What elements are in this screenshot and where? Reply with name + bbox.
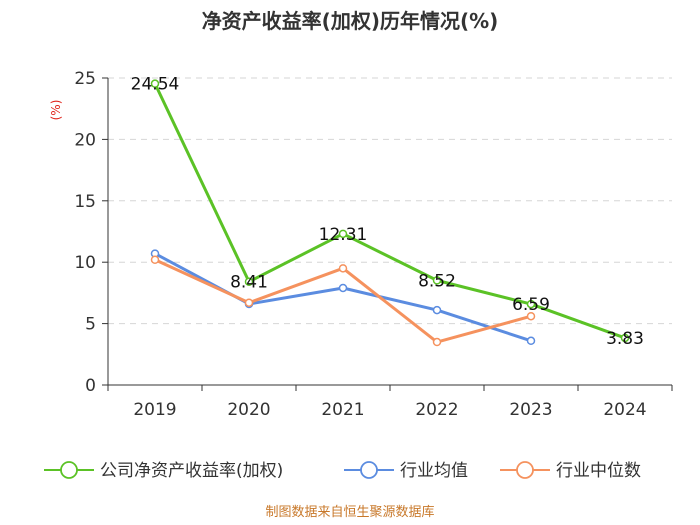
- legend-marker: [516, 461, 534, 479]
- x-tick-label: 2021: [321, 400, 364, 420]
- data-point[interactable]: [150, 255, 160, 264]
- series-0: [150, 79, 630, 343]
- data-label: 24.54: [131, 75, 180, 95]
- x-tick-label: 2022: [415, 400, 458, 420]
- x-tick-label: 2019: [133, 400, 176, 420]
- y-axis-unit: (%): [49, 100, 63, 121]
- data-point[interactable]: [338, 283, 348, 293]
- data-point[interactable]: [150, 79, 160, 88]
- axes: 0 5 10 15 20 25 2019 2020 2021 2022 2023 2024: [74, 69, 673, 420]
- data-point[interactable]: [244, 298, 254, 307]
- data-label: 3.83: [606, 329, 644, 349]
- y-tick-label: 15: [74, 192, 96, 212]
- data-point[interactable]: [338, 264, 348, 273]
- y-tick-label: 0: [85, 376, 96, 396]
- chart-title: 净资产收益率(加权)历年情况(%): [202, 9, 499, 33]
- source-note: 制图数据来自恒生聚源数据库: [265, 504, 434, 520]
- data-point[interactable]: [244, 277, 254, 286]
- legend-label: 公司净资产收益率(加权): [100, 461, 283, 481]
- data-label: 8.41: [230, 273, 268, 293]
- legend-item-2[interactable]: 行业中位数: [500, 461, 641, 481]
- legend-item-1[interactable]: 行业均值: [344, 461, 468, 481]
- data-point[interactable]: [620, 333, 630, 343]
- series-line: [153, 83, 626, 340]
- x-tick-label: 2023: [509, 400, 552, 420]
- y-tick-label: 10: [74, 253, 96, 273]
- x-tick-label: 2024: [603, 400, 646, 420]
- legend-marker: [360, 461, 378, 479]
- legend[interactable]: 公司净资产收益率(加权) 行业均值 行业中位数: [44, 461, 641, 481]
- data-label: 8.52: [418, 271, 456, 291]
- data-point[interactable]: [526, 311, 536, 321]
- legend-item-0[interactable]: 公司净资产收益率(加权): [44, 461, 283, 481]
- series-2: [150, 255, 536, 347]
- data-point[interactable]: [526, 299, 536, 309]
- data-point[interactable]: [432, 305, 442, 315]
- legend-label: 行业中位数: [556, 461, 641, 481]
- y-tick-label: 25: [74, 69, 96, 89]
- x-tick-label: 2020: [227, 400, 270, 420]
- data-point[interactable]: [432, 276, 442, 285]
- legend-marker: [60, 461, 78, 479]
- data-point[interactable]: [432, 337, 442, 347]
- series-group: [150, 79, 630, 347]
- data-label: 12.31: [319, 225, 368, 245]
- data-point[interactable]: [526, 336, 536, 346]
- data-labels: 24.54 8.41 12.31 8.52 6.59 3.83: [131, 75, 644, 349]
- grid: [108, 77, 672, 325]
- legend-label: 行业均值: [400, 461, 468, 481]
- data-label: 6.59: [512, 295, 550, 315]
- y-tick-label: 5: [85, 315, 96, 335]
- y-tick-label: 20: [74, 130, 96, 150]
- data-point[interactable]: [338, 229, 348, 239]
